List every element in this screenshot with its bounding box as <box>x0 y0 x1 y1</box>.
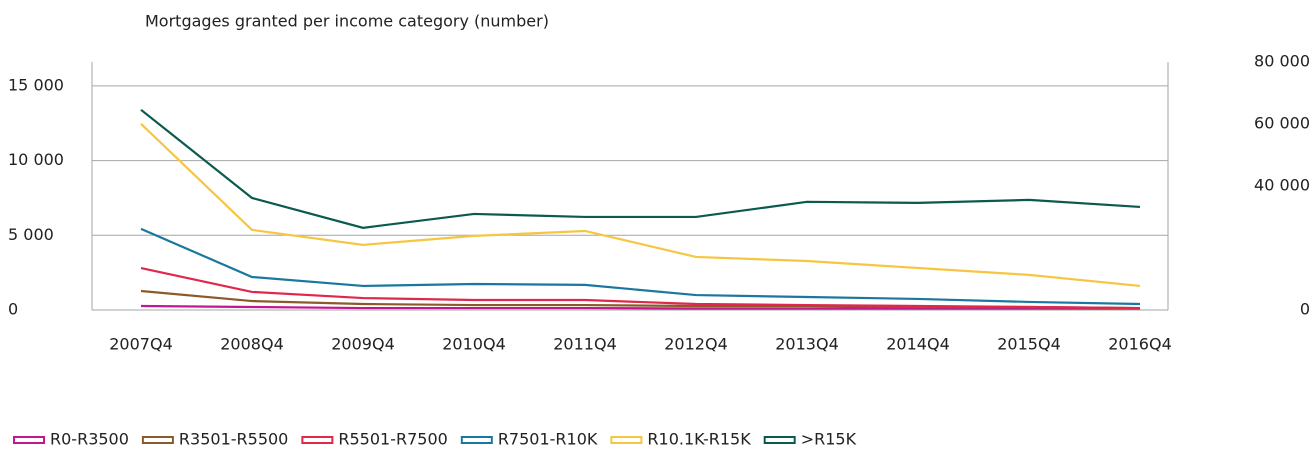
y2-tick-label: 40 000 <box>1254 176 1310 195</box>
y2-tick-label: 80 000 <box>1254 52 1310 71</box>
series-line <box>140 266 1141 310</box>
x-tick-label: 2013Q4 <box>775 335 839 354</box>
x-tick-label: 2010Q4 <box>442 335 506 354</box>
y-tick-label: 15 000 <box>8 75 64 94</box>
x-tick-label: 2012Q4 <box>664 335 728 354</box>
x-tick-label: 2007Q4 <box>109 335 173 354</box>
x-tick-label: 2015Q4 <box>997 335 1061 354</box>
y2-tick-label: 0 <box>1300 300 1310 319</box>
series-line <box>140 227 1141 306</box>
legend-swatch <box>460 436 493 444</box>
x-tick-label: 2016Q4 <box>1108 335 1172 354</box>
series-line <box>140 304 1140 310</box>
legend-label: R7501-R10K <box>498 430 598 449</box>
x-tick-label: 2009Q4 <box>331 335 395 354</box>
legend-swatch <box>13 436 45 444</box>
legend-label: >R15K <box>801 430 857 449</box>
x-tick-label: 2011Q4 <box>553 335 617 354</box>
y2-tick-label: 60 000 <box>1254 114 1310 133</box>
y-tick-label: 10 000 <box>8 150 64 169</box>
legend-label: R5501-R7500 <box>338 430 447 449</box>
x-tick-label: 2008Q4 <box>220 335 284 354</box>
series-line <box>140 108 1141 229</box>
legend-swatch <box>141 436 174 444</box>
legend-label: R10.1K-R15K <box>647 430 751 449</box>
legend-swatch <box>610 436 643 444</box>
legend-swatch <box>301 436 334 444</box>
x-tick-label: 2014Q4 <box>886 335 950 354</box>
legend-swatch <box>763 436 796 444</box>
legend-label: R0-R3500 <box>50 430 129 449</box>
chart-title: Mortgages granted per income category (n… <box>145 12 549 31</box>
y-tick-label: 5 000 <box>8 225 54 244</box>
legend-label: R3501-R5500 <box>179 430 288 449</box>
y-tick-label: 0 <box>8 300 18 319</box>
series-line <box>140 123 1141 288</box>
